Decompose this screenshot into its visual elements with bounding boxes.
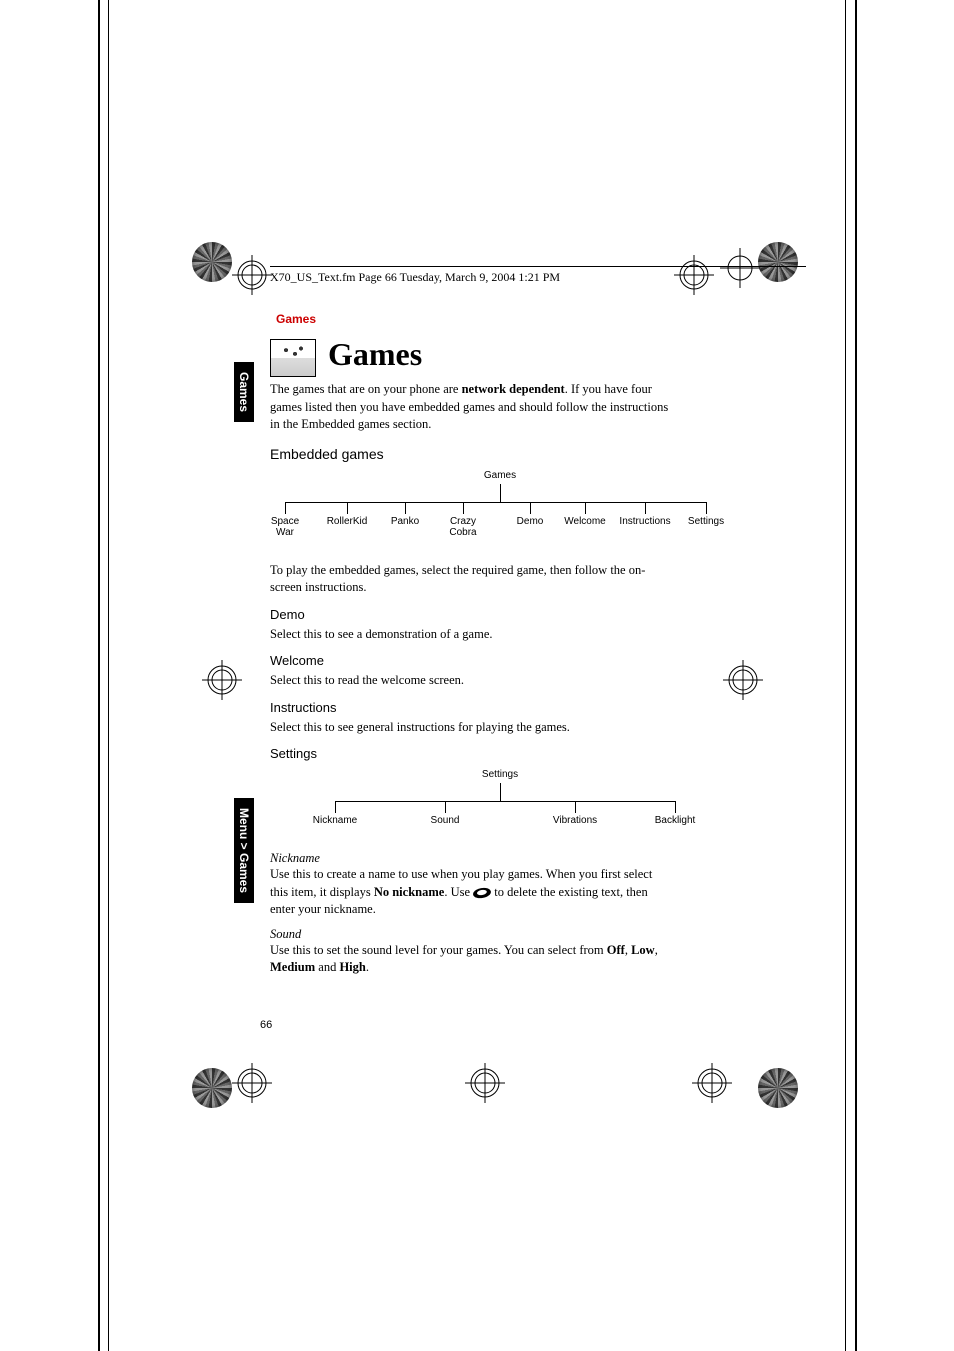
nickname-heading: Nickname (270, 851, 670, 866)
tree-leaf: CrazyCobra (449, 516, 476, 538)
tree-leaf: RollerKid (327, 516, 368, 527)
sound-opt2: Low (631, 943, 655, 957)
tree-tick (645, 502, 646, 514)
sidebar-tab-menu-games: Menu > Games (234, 798, 254, 903)
nickname-body: Use this to create a name to use when yo… (270, 866, 670, 919)
printer-ball-bottom-left (192, 1068, 232, 1108)
printer-ball-top-left (192, 242, 232, 282)
settings-tree: Settings Nickname Sound Vibrations Backligh… (270, 769, 730, 839)
header-rule (270, 266, 806, 267)
instructions-body: Select this to see general instructions … (270, 719, 670, 737)
intro-bold: network dependent (462, 382, 565, 396)
tree-tick (285, 502, 286, 514)
tree-leaf: Vibrations (553, 815, 597, 826)
tree-tick (405, 502, 406, 514)
printer-ball-bottom-right (758, 1068, 798, 1108)
frame-outer-right (855, 0, 857, 1351)
intro-text-a: The games that are on your phone are (270, 382, 462, 396)
sound-opt4: High (339, 960, 365, 974)
tree-leaf: SpaceWar (271, 516, 299, 538)
chapter-title: Games (270, 336, 670, 373)
tree-root-settings: Settings (482, 769, 518, 780)
demo-body: Select this to see a demonstration of a … (270, 626, 670, 644)
demo-heading: Demo (270, 607, 670, 622)
sound-text-b: and (315, 960, 339, 974)
tree-tick (445, 801, 446, 813)
tree-leaf: Instructions (619, 516, 670, 527)
delete-key-icon (472, 886, 491, 899)
sound-text-c: . (366, 960, 369, 974)
tree-tick (463, 502, 464, 514)
section-header: Games (276, 312, 316, 326)
tree-tick (706, 502, 707, 514)
nickname-text-b: . Use (444, 885, 473, 899)
sound-opt3: Medium (270, 960, 315, 974)
tree-stem (500, 783, 501, 801)
settings-heading: Settings (270, 746, 670, 761)
nickname-bold: No nickname (374, 885, 445, 899)
tree-stem (500, 484, 501, 502)
intro-paragraph: The games that are on your phone are net… (270, 381, 670, 434)
tree-leaf: Backlight (655, 815, 696, 826)
tree-leaf: Demo (517, 516, 544, 527)
crosshair-bottom-left (232, 1063, 272, 1103)
embedded-heading: Embedded games (270, 446, 670, 462)
frame-inner-left (108, 0, 109, 1351)
tree-tick (675, 801, 676, 813)
games-tree: Games SpaceWar RollerKid Panko CrazyCobra De… (270, 470, 730, 550)
page-number: 66 (260, 1019, 272, 1031)
crosshair-mid-left (202, 660, 242, 700)
sound-heading: Sound (270, 927, 670, 942)
tree-leaf: Welcome (564, 516, 606, 527)
tree-leaf: Nickname (313, 815, 357, 826)
frame-outer-left (98, 0, 100, 1351)
tree-root-games: Games (484, 470, 516, 481)
tree-leaf: Settings (688, 516, 724, 527)
tree-leaf: Panko (391, 516, 419, 527)
crosshair-top-right-b (720, 248, 760, 288)
instructions-heading: Instructions (270, 700, 670, 715)
chapter-icon (270, 339, 316, 377)
tree-tick (335, 801, 336, 813)
crosshair-top-right-a (674, 255, 714, 295)
sound-sep2: , (655, 943, 658, 957)
tree-tick (575, 801, 576, 813)
printer-ball-top-right (758, 242, 798, 282)
tree-tick (530, 502, 531, 514)
crosshair-bottom-right (692, 1063, 732, 1103)
sidebar-tab-games: Games (234, 362, 254, 422)
frame-inner-right (845, 0, 846, 1351)
welcome-body: Select this to read the welcome screen. (270, 672, 670, 690)
embedded-body: To play the embedded games, select the r… (270, 562, 670, 597)
welcome-heading: Welcome (270, 653, 670, 668)
tree-tick (585, 502, 586, 514)
running-header: X70_US_Text.fm Page 66 Tuesday, March 9,… (270, 270, 560, 285)
sound-text-a: Use this to set the sound level for your… (270, 943, 607, 957)
tree-hbar (285, 502, 706, 503)
tree-leaf: Sound (431, 815, 460, 826)
crosshair-bottom-mid (465, 1063, 505, 1103)
crosshair-top-left (232, 255, 272, 295)
sound-body: Use this to set the sound level for your… (270, 942, 670, 977)
crosshair-mid-right (723, 660, 763, 700)
main-content: Games The games that are on your phone a… (270, 336, 670, 983)
tree-tick (347, 502, 348, 514)
tree-hbar (335, 801, 675, 802)
sound-opt1: Off (607, 943, 625, 957)
